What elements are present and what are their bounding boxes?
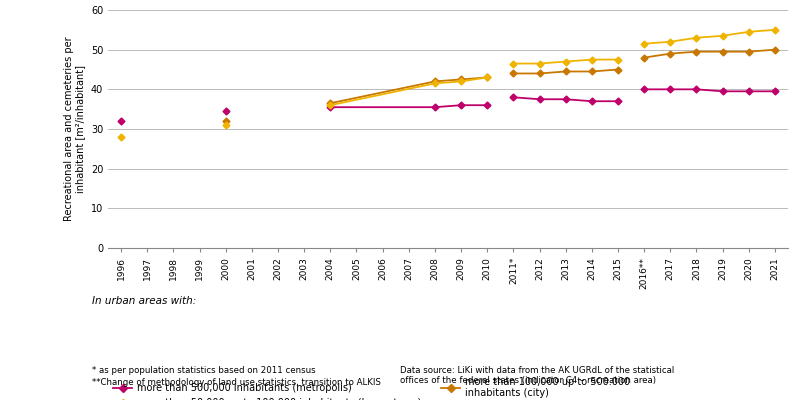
Text: In urban areas with:: In urban areas with:	[92, 296, 196, 306]
Y-axis label: Recreational area and cemeteries per
inhabitant [m²/inhabitant]: Recreational area and cemeteries per inh…	[64, 37, 86, 221]
Text: * as per population statistics based on 2011 census: * as per population statistics based on …	[92, 366, 316, 375]
Text: Data source: LiKi with data from the AK UGRdL of the statistical
offices of the : Data source: LiKi with data from the AK …	[400, 366, 674, 386]
Text: **Change of methodology of land use statistics, transition to ALKIS: **Change of methodology of land use stat…	[92, 378, 381, 387]
Legend: more than 500,000 inhabitants (metropolis), more than 50,000 up to 100,000 inhab: more than 500,000 inhabitants (metropoli…	[113, 377, 630, 400]
